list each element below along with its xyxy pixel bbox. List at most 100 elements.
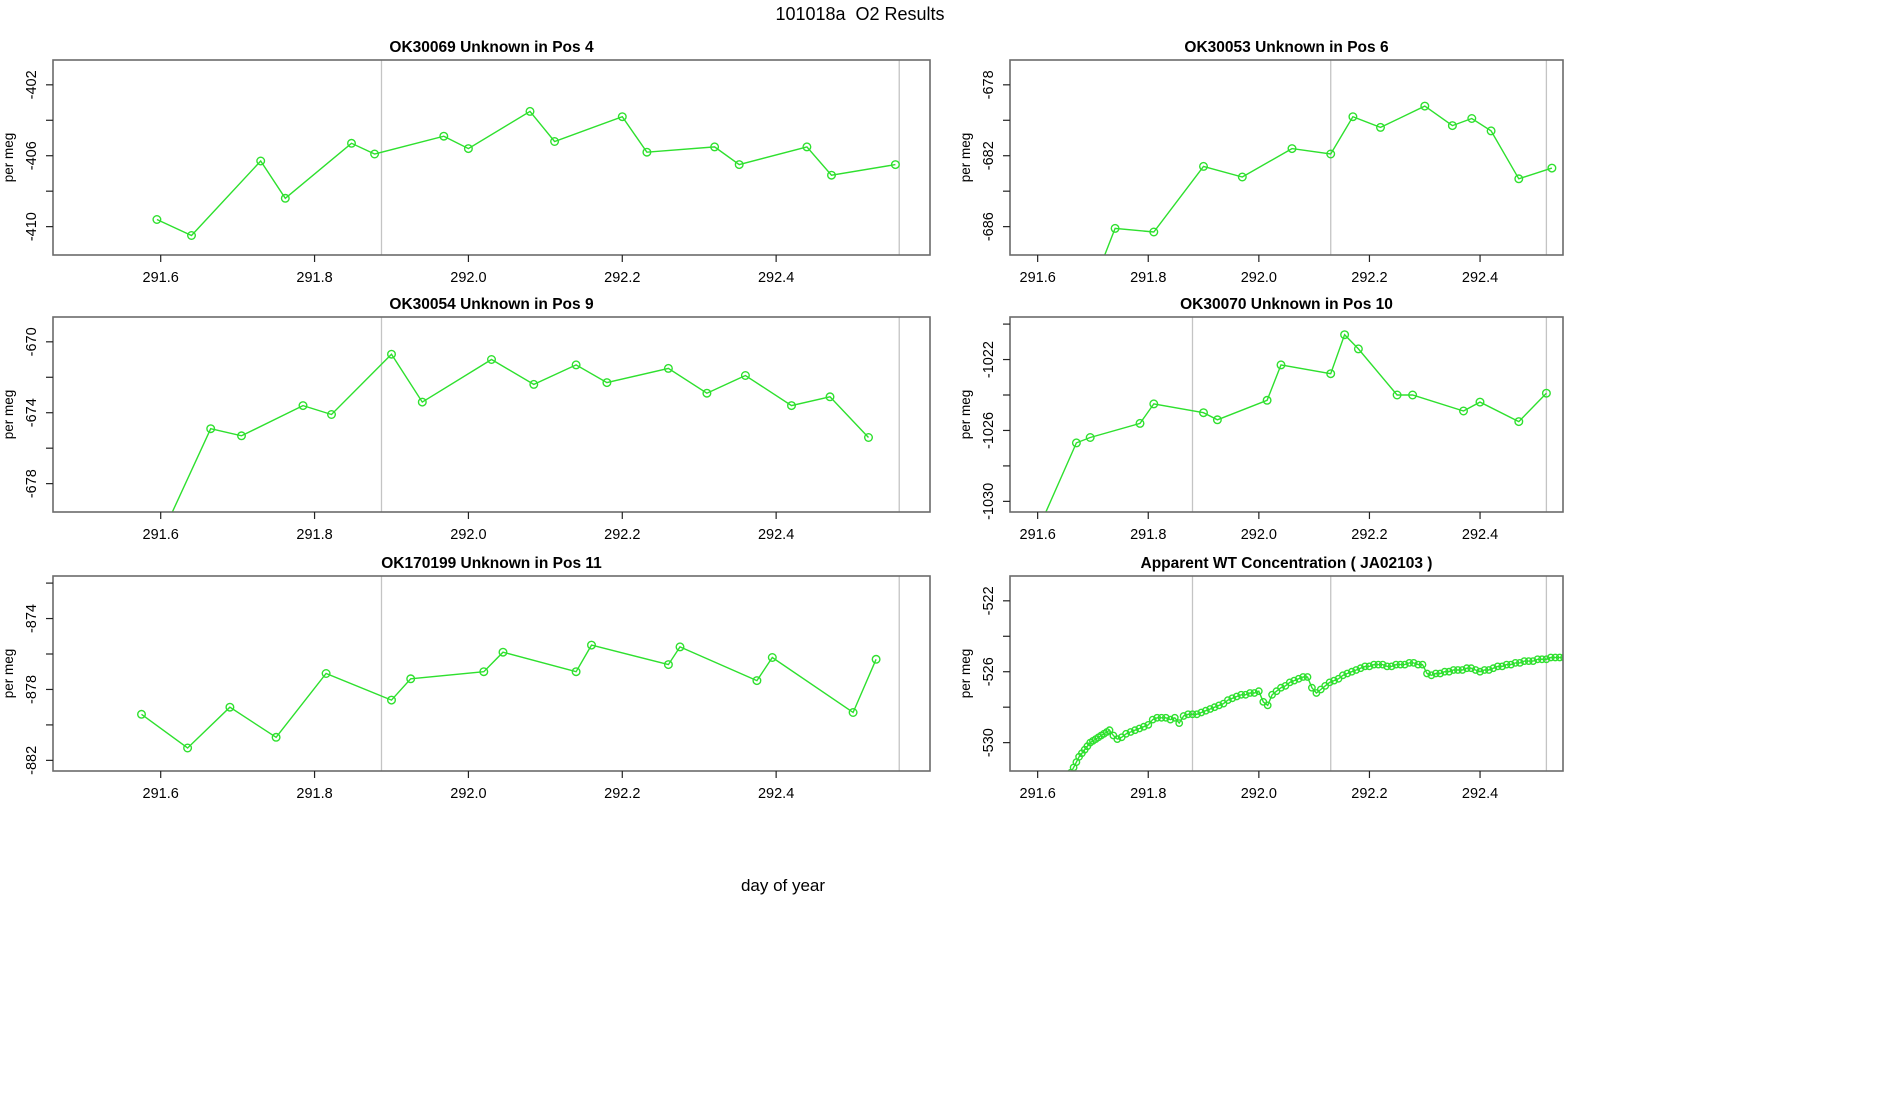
data-point-marker xyxy=(1514,417,1524,427)
data-point-marker xyxy=(1135,418,1145,428)
data-point-marker xyxy=(463,144,473,154)
y-axis-label: per meg xyxy=(1,390,16,440)
x-tick-label: 292.2 xyxy=(604,786,640,802)
data-point-marker xyxy=(487,355,497,365)
subplot-title: OK30070 Unknown in Pos 10 xyxy=(1180,296,1393,313)
data-point-marker xyxy=(1383,662,1392,671)
data-point-marker xyxy=(1418,660,1427,669)
data-point-marker xyxy=(587,640,597,650)
y-tick-label: -526 xyxy=(981,657,997,686)
data-point-marker xyxy=(439,131,449,141)
data-point-marker xyxy=(827,170,837,180)
data-point-marker xyxy=(1370,660,1378,669)
x-tick-label: 292.2 xyxy=(1351,270,1387,286)
data-point-marker xyxy=(417,397,427,407)
data-point-marker xyxy=(347,138,357,148)
data-point-marker xyxy=(1538,655,1546,664)
data-point-marker xyxy=(1148,715,1157,724)
data-point-marker xyxy=(1210,703,1219,712)
data-point-marker xyxy=(848,708,858,718)
data-point-marker xyxy=(1263,701,1272,710)
data-point-marker xyxy=(1254,687,1263,696)
data-point-marker xyxy=(1175,719,1184,727)
subplot-title: OK170199 Unknown in Pos 11 xyxy=(381,555,602,572)
data-point-marker xyxy=(1541,388,1551,398)
subplot-1: OK30053 Unknown in Pos 6 291.6 291.8 292.0 2… xyxy=(958,39,1564,286)
series-line xyxy=(1045,333,1547,512)
data-point-marker xyxy=(1375,122,1385,132)
data-point-marker xyxy=(1462,664,1471,673)
event-lines xyxy=(380,60,900,255)
y-tick-label: -682 xyxy=(981,141,997,170)
data-point-marker xyxy=(406,674,416,684)
data-point-marker xyxy=(525,106,535,116)
data-point-marker xyxy=(1458,666,1467,674)
data-point-marker xyxy=(1198,161,1208,171)
series-green xyxy=(1062,653,1563,786)
x-tick-label: 291.8 xyxy=(1130,527,1166,543)
subplot-title: Apparent WT Concentration ( JA02103 ) xyxy=(1141,555,1433,572)
subplot-5: Apparent WT Concentration ( JA02103 ) 291… xyxy=(958,555,1564,802)
y-tick-label: -1030 xyxy=(981,483,997,520)
data-point-marker xyxy=(321,669,331,679)
data-point-marker xyxy=(1276,360,1286,370)
data-point-marker xyxy=(1458,406,1468,416)
subplot-title: OK30069 Unknown in Pos 4 xyxy=(389,39,594,56)
data-point-marker xyxy=(787,401,797,411)
data-point-marker xyxy=(602,378,612,388)
data-point-marker xyxy=(675,642,685,652)
page-title: 101018a O2 Results xyxy=(775,4,945,24)
series-line xyxy=(1103,105,1553,255)
data-point-marker xyxy=(1420,101,1430,111)
data-point-marker xyxy=(1095,267,1103,275)
data-point-marker xyxy=(1408,390,1418,400)
y-axis-label: per meg xyxy=(958,390,973,440)
series-green xyxy=(1095,101,1557,275)
data-point-marker xyxy=(825,392,835,402)
data-point-marker xyxy=(1507,660,1515,669)
data-point-marker xyxy=(1228,694,1237,703)
data-point-marker xyxy=(1122,729,1131,738)
data-point-marker xyxy=(1352,666,1361,674)
data-point-marker xyxy=(1232,692,1241,701)
y-tick-label: -686 xyxy=(981,212,997,241)
x-tick-label: 291.8 xyxy=(296,527,332,543)
data-point-marker xyxy=(1392,390,1402,400)
data-point-marker xyxy=(1237,172,1247,182)
data-point-marker xyxy=(1467,664,1476,673)
data-point-marker xyxy=(387,695,397,705)
plot-box xyxy=(52,575,931,772)
data-point-marker xyxy=(1339,671,1347,680)
data-point-marker xyxy=(802,142,812,152)
x-tick-label: 292.0 xyxy=(450,270,486,286)
data-point-marker xyxy=(1396,660,1405,669)
x-tick-label: 292.4 xyxy=(758,786,794,802)
data-point-marker xyxy=(225,702,235,712)
data-point-marker xyxy=(1285,678,1294,687)
data-point-marker xyxy=(1131,726,1139,735)
y-tick-label: -1026 xyxy=(981,412,997,449)
subplot-title: OK30054 Unknown in Pos 9 xyxy=(389,296,594,313)
data-point-marker xyxy=(864,433,874,443)
data-point-marker xyxy=(571,360,581,370)
data-point-marker xyxy=(1547,163,1557,173)
data-point-marker xyxy=(550,136,560,146)
data-point-marker xyxy=(1454,666,1462,674)
y-tick-label: -402 xyxy=(24,70,40,99)
data-point-marker xyxy=(1105,726,1114,735)
y-axis-label: per meg xyxy=(958,133,973,183)
data-point-marker xyxy=(1436,669,1445,678)
data-point-marker xyxy=(1374,660,1383,669)
data-point-marker xyxy=(1476,667,1484,676)
data-point-marker xyxy=(183,743,193,753)
event-lines xyxy=(1330,60,1548,255)
data-point-marker xyxy=(1246,689,1254,697)
x-tick-label: 292.0 xyxy=(450,527,486,543)
y-tick-label: -1022 xyxy=(981,341,997,378)
x-tick-label: 291.6 xyxy=(1020,786,1056,802)
x-tick-label: 291.6 xyxy=(1020,527,1056,543)
data-point-marker xyxy=(710,142,720,152)
x-tick-label: 291.8 xyxy=(1130,786,1166,802)
data-point-marker xyxy=(1062,780,1068,786)
y-axis-label: per meg xyxy=(958,649,973,699)
